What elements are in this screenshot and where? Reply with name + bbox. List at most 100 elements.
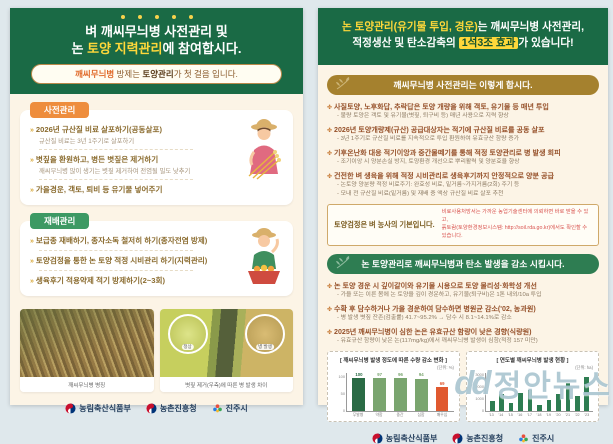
divider	[39, 250, 193, 252]
bar-column: 100	[350, 371, 368, 411]
x-axis-label: 심함	[417, 412, 425, 417]
title-line2-pre: 논	[71, 41, 88, 57]
bar-column	[517, 373, 523, 411]
bar-column: 96	[392, 372, 410, 411]
item-title: 사질토양, 노후화답, 추락답은 토양 개량을 위해 객토, 유기물 등 매년 …	[334, 102, 549, 111]
chart-bar	[508, 403, 514, 411]
y-axis-tick: 0	[342, 407, 345, 413]
left-poster-body: 사전관리 » 2026년 규산질 비료 살포하기(공동살포) 규산질 비료는 3년…	[10, 102, 303, 414]
list-item: ✤ 논 토양 경운 시 깊이갈이와 유기물 시용으로 토양 물리성·화학성 개선 …	[327, 281, 599, 300]
bar-value-label: 100	[355, 371, 363, 377]
dot-icon	[171, 15, 176, 19]
pre-management-card: 사전관리 » 2026년 규산질 비료 살포하기(공동살포) 규산질 비료는 3년…	[20, 102, 293, 206]
item-sub: - 조기이앙 시 양분손실 방지, 토양환경 개선으로 뿌리활력 및 양분효율 …	[337, 158, 520, 165]
dot-icon	[154, 15, 159, 19]
flower-bullet-icon: ✤	[327, 329, 333, 336]
bar-value-label: 97	[377, 371, 383, 377]
dot-icon	[188, 15, 193, 19]
government-emblem-icon	[65, 403, 76, 414]
logo-label: 진주시	[532, 433, 555, 443]
y-axis-tick: 50	[340, 390, 345, 396]
farmer-man-illustration	[248, 228, 280, 285]
news-watermark: dd 정안뉴스	[454, 361, 612, 405]
flower-bullet-icon: ✤	[327, 104, 333, 111]
item-title: 2025년 깨씨무늬병이 심한 논은 유효규산 함량이 낮은 경향(식량원)	[334, 327, 532, 336]
flower-bullet-icon: ✤	[327, 306, 333, 313]
chart-bar	[546, 399, 552, 411]
government-emblem-icon	[372, 432, 383, 444]
logo-label: 농림축산식품부	[385, 433, 438, 443]
inset-diseased-circle: 병 발생	[245, 314, 285, 355]
pointer-icon: »	[30, 238, 34, 246]
flower-bullet-icon: ✤	[327, 283, 333, 290]
x-axis-label: '20	[555, 412, 561, 417]
x-axis-label: '13	[488, 412, 494, 417]
list-item: » 볏짚을 환원하고, 병든 볏짚은 제거하기 깨씨무늬병 많이 생기는 볏짚 제…	[30, 154, 235, 175]
item-title: 논 토양 경운 시 깊이갈이와 유기물 시용으로 토양 물리성·화학성 개선	[334, 281, 537, 290]
item-sub: 규산질 비료는 3년 1주기로 살포하기	[39, 138, 135, 146]
photo-caption: 볏짚 제거(우측)에 따른 병 발생 차이	[159, 377, 293, 393]
list-item: ✤ 건전한 벼 생육을 위해 적정 시비관리로 생육후기까지 안정적으로 양분 공…	[327, 171, 599, 198]
logo-jinju: 진주시	[518, 433, 554, 444]
bar-value-label: 94	[418, 372, 424, 378]
logo-label: 농촌진흥청	[159, 404, 197, 414]
x-axis-label: '19	[546, 412, 552, 417]
bar-column	[565, 373, 571, 411]
bar-column	[584, 373, 590, 411]
watermark-logo: dd	[454, 364, 491, 401]
pointer-icon: »	[30, 157, 34, 165]
slogan-post: 가 첫 걸음 입니다.	[173, 69, 238, 80]
pointer-icon: »	[30, 127, 34, 135]
bar-plot: 0 50 100 100 97 96 94 69	[339, 371, 454, 413]
section2-title-bar: 논 토양관리로 깨씨무늬병과 탄소 발생을 감소 시킵시다.	[327, 253, 599, 274]
divider	[39, 270, 193, 272]
flower-bullet-icon: ✤	[327, 150, 333, 157]
list-item: ✤ 기후온난화 대응 적기이앙과 중간물떼기를 통해 적정 토양관리로 병 발생 …	[327, 148, 599, 167]
list-item: ✤ 사질토양, 노후화답, 추락답은 토양 개량을 위해 객토, 유기물 등 매년…	[327, 102, 599, 121]
field-comparison-photo: 정상 병 발생	[159, 309, 293, 378]
left-footer-logos: 농림축산식품부 농촌진흥청 진주시	[20, 403, 293, 414]
pointer-icon: »	[30, 258, 34, 266]
title-line1: 벼 깨씨무늬병 사전관리 및	[85, 24, 228, 39]
chart-bar	[499, 393, 504, 411]
logo-mafra: 농림축산식품부	[372, 432, 438, 444]
slogan-mid: 방제는	[114, 69, 143, 80]
header-line1-post: 는 깨씨무늬병 사전관리,	[477, 21, 585, 33]
bar-value-label: 69	[439, 380, 445, 386]
jinju-city-emblem-icon	[519, 433, 528, 442]
item-sub: - 3년 1주기로 규산질 비료를 지속적으로 투입 환원하여 유효규산 함량 …	[337, 135, 520, 142]
section2-title: 논 토양관리로 깨씨무늬병과 탄소 발생을 감소 시킵시다.	[361, 259, 565, 270]
cultivation-management-tab: 재배관리	[30, 213, 90, 230]
x-axis-label: '18	[536, 412, 542, 417]
decorative-dots	[18, 15, 295, 19]
item-sub: - 불량 토양은 객토 및 유기물(볏짚, 퇴구비 등) 매년 사용으로 지력 …	[337, 112, 509, 119]
title-line2-highlight: 토양 지력관리	[87, 41, 163, 57]
bar-column	[489, 373, 495, 411]
x-axis-label: '16	[517, 412, 523, 417]
item-title: 기후온난화 대응 적기이앙과 중간물떼기를 통해 적정 토양관리로 병 발생 회…	[334, 148, 561, 157]
photo-field-comparison: 정상 병 발생 볏짚 제거(우측)에 따른 병 발생 차이	[159, 309, 293, 393]
chart-bar	[435, 387, 449, 411]
photo-caption: 깨씨무늬병 병징	[20, 377, 154, 393]
x-axis-label: '14	[498, 412, 504, 417]
photo-disease-symptom: 깨씨무늬병 병징	[20, 309, 154, 393]
disease-symptom-photo	[20, 309, 154, 378]
bar-column	[527, 373, 533, 411]
pointer-icon: »	[30, 278, 34, 286]
item-sub: - 가을 또는 이른 봄에 논 토양을 깊이 경운하고, 유기물(퇴구비)은 1…	[337, 291, 542, 298]
x-axis-label: 약함	[375, 412, 383, 417]
item-title: 건전한 벼 생육을 위해 적정 시비관리로 생육후기까지 안정적으로 양분 공급	[334, 171, 555, 180]
flower-bullet-icon: ✤	[327, 127, 333, 134]
x-axis-label: 중간	[396, 412, 404, 417]
left-poster: 벼 깨씨무늬병 사전관리 및 논 토양 지력관리에 참여합시다. 깨씨무늬병 방…	[10, 8, 303, 414]
inset-label: 정상	[181, 344, 194, 351]
item-title: 볏짚을 환원하고, 병든 볏짚은 제거하기	[35, 155, 159, 165]
list-item: ✤ 2025년 깨씨무늬병이 심한 논은 유효규산 함량이 낮은 경향(식량원) …	[327, 327, 599, 346]
x-axis-label: 매우심	[436, 412, 448, 417]
slogan-highlight: 깨씨무늬병	[75, 69, 115, 80]
x-axis-label: 무발병	[352, 412, 364, 417]
bar-column: 97	[371, 371, 389, 411]
y-axis-tick: 1000	[475, 395, 484, 401]
dot-icon	[120, 15, 125, 19]
notice-detail: 비료사용처방서는 가까운 농업기술센터에 의뢰하면 바로 받을 수 있고, 흙토…	[442, 209, 592, 241]
